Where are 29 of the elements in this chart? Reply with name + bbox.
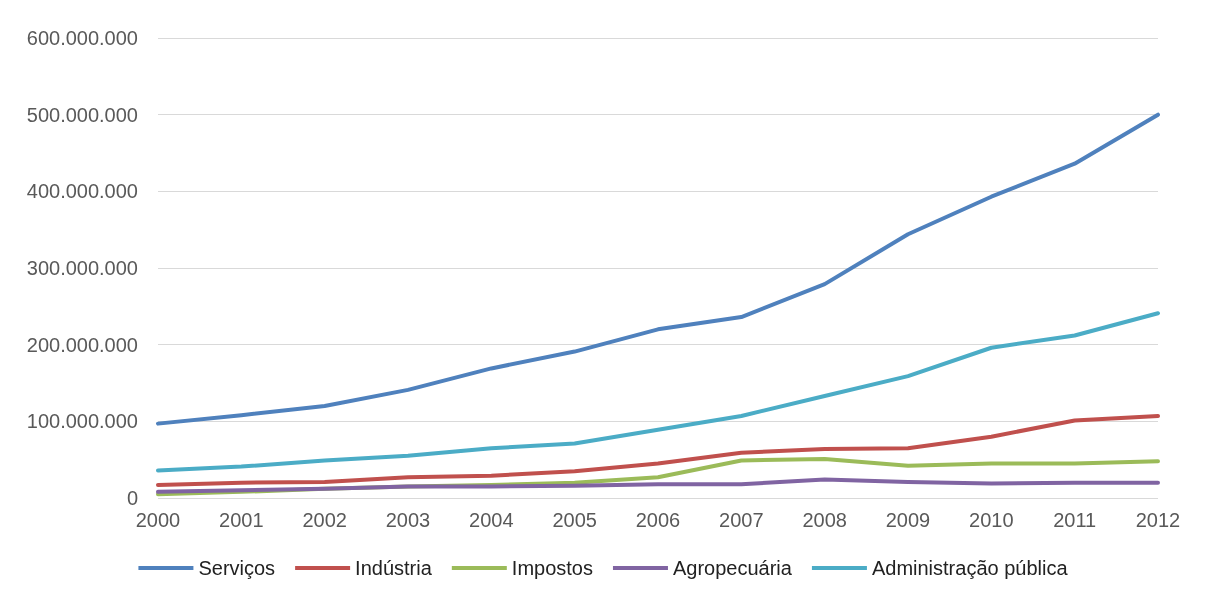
y-tick-label: 0 bbox=[126, 487, 138, 509]
line-series bbox=[156, 413, 1160, 487]
legend-label: Indústria bbox=[355, 557, 433, 579]
line-series bbox=[156, 112, 1160, 426]
x-tick-label: 2012 bbox=[1135, 509, 1181, 531]
x-tick-label: 2006 bbox=[635, 509, 681, 531]
x-tick-label: 2001 bbox=[219, 509, 264, 531]
x-tick-label: 2009 bbox=[885, 509, 931, 531]
legend-label: Administração pública bbox=[871, 557, 1069, 579]
x-tick-label: 2003 bbox=[385, 509, 431, 531]
y-tick-label: 200.000.000 bbox=[26, 333, 138, 356]
x-tick-label: 2008 bbox=[802, 509, 847, 531]
x-tick-label: 2000 bbox=[135, 509, 181, 531]
y-tick-label: 100.000.000 bbox=[26, 410, 138, 433]
y-tick-label: 600.000.000 bbox=[26, 27, 138, 49]
y-tick-label: 400.000.000 bbox=[26, 180, 138, 203]
x-tick-label: 2011 bbox=[1053, 509, 1097, 531]
line-series bbox=[156, 477, 1160, 494]
x-tick-label: 2007 bbox=[719, 509, 764, 531]
legend-label: Agropecuária bbox=[672, 557, 793, 579]
y-tick-label: 300.000.000 bbox=[26, 257, 138, 279]
legend-label: Serviços bbox=[198, 557, 276, 579]
legend-label: Impostos bbox=[511, 557, 593, 579]
x-tick-label: 2004 bbox=[469, 509, 514, 531]
line-series bbox=[156, 311, 1160, 473]
y-tick-label: 500.000.000 bbox=[26, 103, 138, 126]
x-tick-label: 2002 bbox=[302, 509, 347, 531]
x-tick-label: 2005 bbox=[552, 509, 597, 531]
x-tick-label: 2010 bbox=[969, 509, 1014, 531]
